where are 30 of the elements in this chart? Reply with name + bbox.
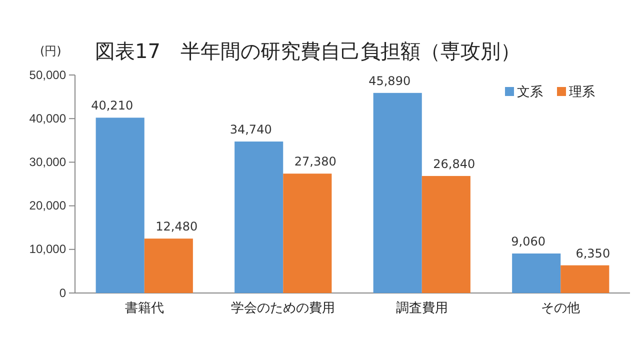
bar: [234, 142, 284, 293]
chart-title: 図表17 半年間の研究費自己負担額（専攻別）: [95, 39, 520, 63]
bar: [373, 92, 422, 293]
bar: [512, 254, 561, 293]
x-tick-label: その他: [541, 300, 580, 316]
legend-label: 理系: [569, 85, 595, 100]
data-label: 9,060: [511, 234, 546, 248]
data-label: 40,210: [91, 98, 134, 113]
data-label: 27,380: [294, 154, 336, 169]
y-tick-label: 20,000: [29, 198, 66, 213]
data-label: 12,480: [156, 220, 198, 234]
y-tick-label: 40,000: [29, 111, 66, 126]
x-tick-label: 学会のための費用: [231, 300, 336, 316]
y-tick-label: 0: [59, 286, 66, 300]
data-label: 34,740: [230, 122, 272, 137]
y-tick-label: 30,000: [29, 155, 66, 170]
data-label: 45,890: [368, 74, 411, 88]
data-label: 6,350: [576, 246, 610, 260]
x-tick-label: 調査費用: [396, 300, 448, 316]
data-label: 26,840: [433, 156, 476, 171]
bar: [422, 176, 470, 293]
bar: [560, 265, 610, 293]
bar: [283, 174, 332, 293]
y-tick-label: 10,000: [29, 242, 66, 256]
y-axis-title: (円): [40, 44, 62, 58]
y-tick-label: 50,000: [29, 68, 66, 82]
bar: [96, 118, 144, 293]
bar: [144, 238, 193, 293]
legend-label: 文系: [517, 85, 543, 100]
x-tick-label: 書籍代: [124, 300, 164, 316]
